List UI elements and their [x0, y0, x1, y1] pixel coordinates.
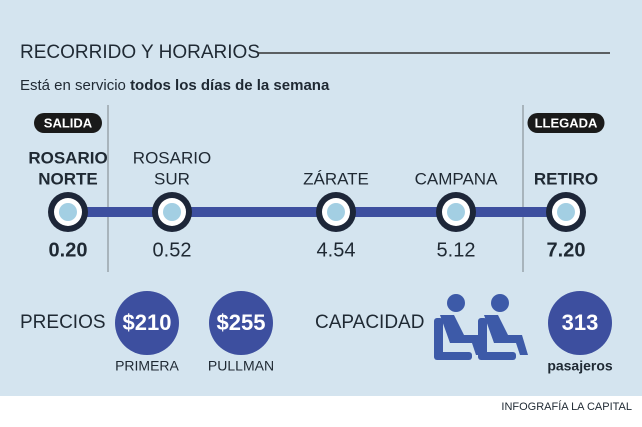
capacity-value: 313	[562, 310, 599, 335]
station-time: 4.54	[317, 239, 356, 261]
subtitle-text: Está en servicio	[20, 77, 126, 94]
station-name: ROSARIO	[133, 148, 211, 167]
badge: SALIDA	[44, 115, 93, 130]
price-circle	[115, 291, 179, 355]
badge-box	[527, 113, 605, 133]
station-name: RETIRO	[534, 169, 598, 188]
background	[0, 0, 642, 396]
station-core	[557, 203, 575, 221]
section-title: RECORRIDO Y HORARIOS	[20, 42, 260, 63]
station-core	[327, 203, 345, 221]
badge-box	[34, 113, 102, 133]
badge: LLEGADA	[535, 115, 598, 130]
credit: INFOGRAFÍA LA CAPITAL	[501, 400, 632, 413]
station-core	[447, 203, 465, 221]
station-time: 5.12	[437, 239, 476, 261]
station-core	[59, 203, 77, 221]
seats-icon	[434, 294, 528, 360]
station-core	[163, 203, 181, 221]
station-name: ROSARIO	[28, 148, 107, 167]
subtitle-emphasis: todos los días de la semana	[130, 77, 330, 94]
capacity-label: CAPACIDAD	[315, 312, 424, 333]
station-name: SUR	[154, 169, 190, 188]
station-name: ZÁRATE	[303, 169, 369, 188]
station-name: NORTE	[38, 169, 98, 188]
prices-label: PRECIOS	[20, 312, 106, 333]
capacity-circle	[548, 291, 612, 355]
price-amount: $255	[217, 310, 266, 335]
subtitle: Está en servicio todos los días de la se…	[20, 77, 330, 94]
price-amount: $210	[123, 310, 172, 335]
station-time: 0.52	[153, 239, 192, 261]
station-name: CAMPANA	[415, 169, 498, 188]
price-circle	[209, 291, 273, 355]
price-class: PRIMERA	[115, 358, 179, 374]
station-time: 0.20	[49, 239, 88, 261]
station-time: 7.20	[547, 239, 586, 261]
price-class: PULLMAN	[208, 358, 274, 374]
capacity-unit: pasajeros	[547, 358, 613, 374]
